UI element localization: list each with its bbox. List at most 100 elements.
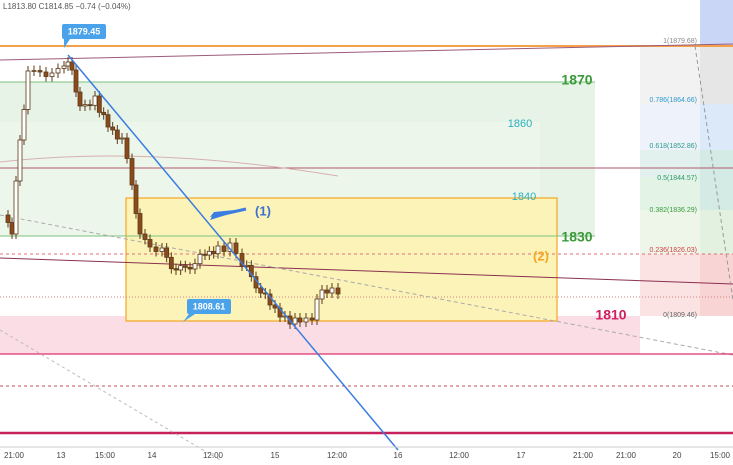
candle-body — [314, 298, 320, 321]
candle-body — [21, 109, 27, 141]
right-band — [700, 0, 733, 46]
candle-body — [105, 114, 111, 128]
high-callout-text: 1879.45 — [68, 26, 101, 36]
x-axis-labels: 21:00 13 15:00 14 12:00 15 12:00 16 12:00 17 21:00… — [4, 451, 731, 460]
candle-body — [124, 137, 130, 159]
candle-body — [221, 245, 227, 252]
candle-body — [292, 317, 298, 325]
level-label: 1840 — [512, 191, 536, 203]
blue-trend-line — [67, 54, 399, 451]
candle-body — [96, 95, 102, 113]
high-callout — [62, 24, 106, 39]
candle-body — [55, 68, 61, 74]
candle-body — [178, 265, 184, 271]
candle-body — [142, 233, 148, 240]
moving-average — [0, 155, 339, 177]
candle-body — [13, 180, 19, 235]
candle-body — [87, 104, 93, 107]
fib-band — [640, 177, 700, 210]
candle-body — [329, 287, 335, 294]
candle-body — [5, 214, 11, 223]
callout-pointer — [183, 314, 195, 322]
fib-label: 0.382(1836.29) — [650, 207, 697, 214]
candle-body — [92, 95, 98, 106]
level-label: 1810 — [595, 307, 626, 323]
pink-zone — [0, 316, 640, 354]
candle-body — [17, 139, 23, 182]
arrow — [214, 207, 247, 218]
right-band — [700, 150, 733, 210]
fib-band — [640, 210, 700, 254]
candle-body — [187, 266, 193, 270]
fib-label: 0.5(1844.57) — [657, 175, 697, 182]
x-tick-label: 12:00 — [327, 451, 348, 460]
trend-line — [0, 214, 733, 356]
fib-label: 0.236(1826.03) — [650, 247, 697, 254]
candle-body — [319, 289, 325, 300]
candle-body — [182, 265, 188, 268]
right-band — [700, 104, 733, 150]
fib-labels: 1(1879.68) 0.786(1864.66) 0.618(1852.86) 0.… — [650, 38, 697, 319]
candle-body — [114, 129, 120, 140]
candle-body — [147, 239, 153, 248]
candle-body — [31, 70, 37, 72]
candle-body — [197, 253, 203, 265]
candle-body — [335, 287, 341, 295]
candle-body — [258, 287, 264, 294]
fib-label: 0.618(1852.86) — [650, 143, 697, 150]
trend-line — [694, 45, 733, 301]
level-label: 1830 — [561, 229, 592, 245]
x-tick-label: 15:00 — [710, 451, 731, 460]
candle-body — [303, 317, 309, 323]
candle-body — [133, 184, 139, 214]
candle-body — [215, 245, 221, 255]
candle-body — [73, 69, 79, 93]
candle-body — [168, 256, 174, 270]
fib-band — [640, 104, 700, 150]
low-callout — [187, 299, 231, 314]
candle-body — [82, 104, 88, 107]
x-tick-label: 17 — [517, 451, 526, 460]
candle-body — [119, 137, 125, 140]
candle-body — [61, 65, 67, 69]
candle-body — [192, 263, 198, 270]
x-tick-label: 21:00 — [4, 451, 25, 460]
x-tick-label: 14 — [148, 451, 157, 460]
candle-body — [202, 253, 208, 256]
x-tick-label: 21:00 — [616, 451, 637, 460]
x-tick-label: 16 — [394, 451, 403, 460]
trend-line — [0, 329, 221, 461]
candle-body — [272, 304, 278, 309]
candle-body — [77, 91, 83, 107]
candle-body — [9, 222, 15, 235]
level-label: 1860 — [508, 118, 532, 130]
ohlc-header: L1813.80 C1814.85 −0.74 (−0.04%) — [3, 2, 131, 11]
x-tick-label: 12:00 — [203, 451, 224, 460]
candle-body — [309, 317, 315, 321]
x-tick-label: 15:00 — [95, 451, 116, 460]
candle-body — [164, 247, 170, 258]
right-band — [700, 210, 733, 254]
level-label: 1870 — [561, 72, 592, 88]
candle-body — [297, 317, 303, 323]
annotation: (1) — [255, 203, 271, 218]
candle-body — [324, 289, 330, 294]
candle-body — [69, 61, 75, 71]
fib-band — [640, 46, 700, 104]
fib-label: 1(1879.68) — [663, 38, 697, 45]
trend-line — [0, 257, 733, 285]
candle-body — [25, 70, 31, 110]
callout-pointer — [64, 39, 70, 48]
x-tick-label: 12:00 — [449, 451, 470, 460]
right-band — [700, 254, 733, 316]
x-tick-label: 13 — [57, 451, 66, 460]
candles — [5, 57, 341, 329]
candle-body — [49, 72, 55, 77]
trend-line — [0, 43, 733, 61]
candle-body — [129, 158, 135, 186]
x-tick-label: 15 — [271, 451, 280, 460]
candle-body — [137, 213, 143, 235]
candle-body — [173, 268, 179, 271]
annotation: (2) — [533, 248, 549, 263]
